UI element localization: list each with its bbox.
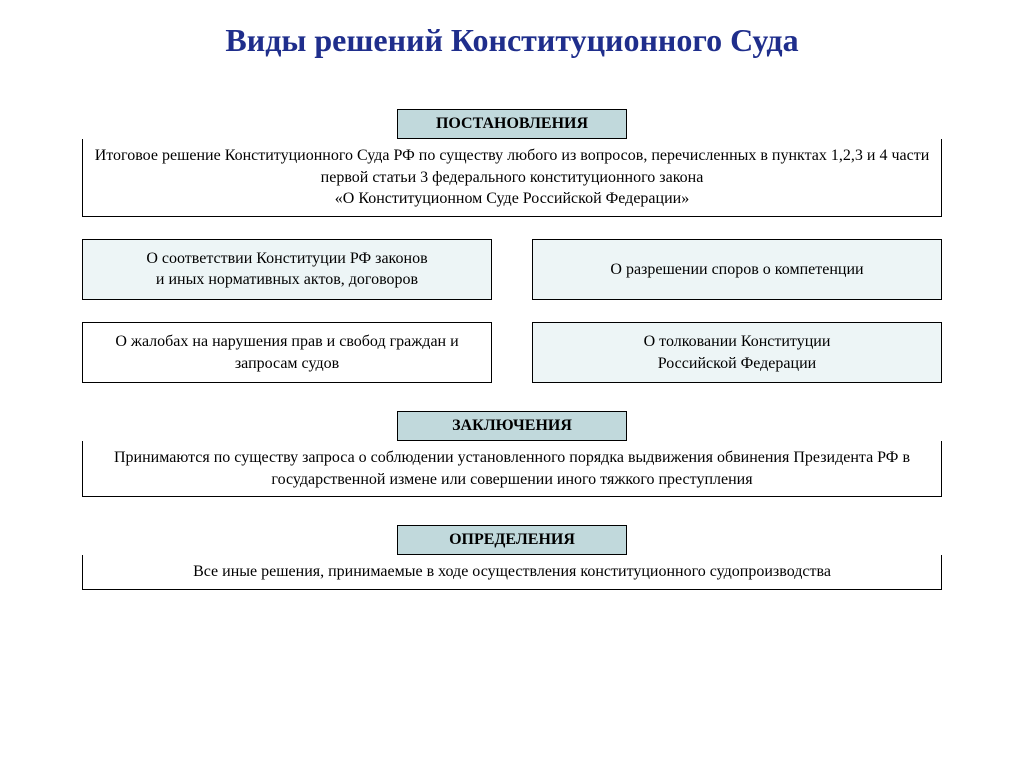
section3-desc: Все иные решения, принимаемые в ходе осу… <box>82 555 942 590</box>
section1-row1: О соответствии Конституции РФ законови и… <box>82 239 942 300</box>
page-title: Виды решений Конституционного Суда <box>0 0 1024 69</box>
section1-row1-left: О соответствии Конституции РФ законови и… <box>82 239 492 300</box>
section1-desc: Итоговое решение Конституционного Суда Р… <box>82 139 942 217</box>
section1-header: ПОСТАНОВЛЕНИЯ <box>397 109 627 139</box>
section1-row1-right: О разрешении споров о компетенции <box>532 239 942 300</box>
section3-header: ОПРЕДЕЛЕНИЯ <box>397 525 627 555</box>
section1-row2-right: О толковании КонституцииРоссийской Федер… <box>532 322 942 383</box>
section1-row2-left: О жалобах на нарушения прав и свобод гра… <box>82 322 492 383</box>
section2-header: ЗАКЛЮЧЕНИЯ <box>397 411 627 441</box>
section2-desc: Принимаются по существу запроса о соблюд… <box>82 441 942 497</box>
section1-row2: О жалобах на нарушения прав и свобод гра… <box>82 322 942 383</box>
